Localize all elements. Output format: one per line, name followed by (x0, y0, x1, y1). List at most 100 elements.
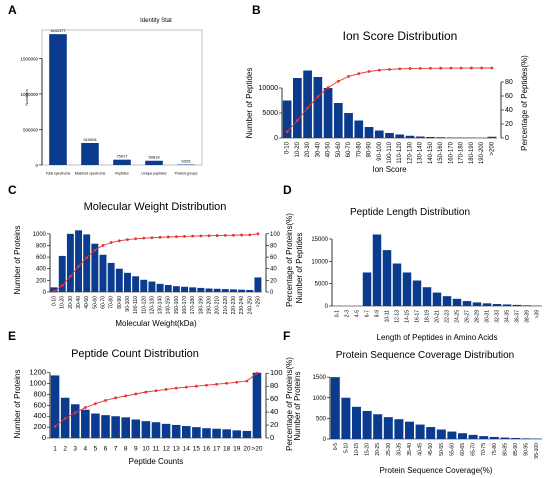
panel-e-cumulative-point (225, 381, 229, 385)
panel-f-bar (500, 437, 510, 439)
panel-c-bar (189, 287, 197, 292)
panel-e-cumulative-point (205, 383, 208, 387)
panel-d-ytick-label: 5000 (315, 282, 329, 288)
panel-d-bar (502, 304, 512, 306)
panel-d-bar (522, 305, 532, 306)
panel-b-y2tick-label: 40 (505, 107, 513, 114)
panel-c-bar (50, 287, 58, 292)
panel-d-bar (472, 302, 482, 306)
panel-f-xtick-label: 5-10 (343, 443, 349, 453)
panel-b-bar (333, 103, 343, 138)
panel-b-xtick-label: 100-110 (387, 141, 393, 163)
panel-f-xtick-label: 50-55 (439, 443, 445, 456)
panel-c-ytick-label: 400 (36, 267, 47, 273)
panel-f-xtick-label: 30-35 (396, 443, 402, 456)
panel-e-ylabel2: Percentage of Proteins(%) (285, 357, 294, 451)
panel-d-xtick-label: 26-27 (465, 310, 471, 323)
panel-a-xtick-label: Matched spectrums (75, 172, 106, 176)
panel-f-xtick-label: 85-90 (513, 443, 519, 456)
panel-c-xtick-label: 60-70 (101, 296, 107, 309)
panel-c-cumulative-point (142, 236, 146, 240)
panel-b-cumulative-point (480, 66, 484, 70)
panel-c-xtick-label: 0-10 (52, 296, 58, 306)
panel-d-xtick-label: 14-15 (405, 310, 411, 323)
panel-e-cumulative-point (63, 417, 67, 420)
panel-e-xtick-label: 6 (104, 446, 108, 453)
panel-b-cumulative-point (347, 75, 350, 78)
panel-e-ytick-label: 0 (42, 433, 46, 442)
panel-c-cumulative-point (52, 290, 56, 293)
panel-e-bar (222, 429, 231, 438)
panel-c-ytick-label: 0 (43, 290, 47, 296)
panel-c-xtick-label: 120-130 (149, 296, 155, 315)
panel-d-bar (402, 272, 412, 306)
panel-b-ylabel: Number of Peptides (245, 68, 254, 139)
panel-d-xtick-label: 24-25 (455, 310, 461, 323)
panel-e-ytick-label: 400 (33, 411, 46, 420)
panel-f-bar (373, 414, 383, 439)
panel-c-bar (164, 285, 172, 292)
panel-f-ytick-label: 1500 (313, 375, 327, 381)
panel-c-cumulative-point (207, 234, 211, 238)
panel-d-letter: D (283, 183, 292, 197)
panel-b-bar (364, 127, 374, 138)
panel-c-bar (156, 283, 164, 292)
panel-e-cumulative-point (104, 399, 107, 402)
panel-b-cumulative-point (306, 106, 309, 110)
panel-f-xtick-label: 55-60 (449, 443, 455, 456)
panel-f-letter: F (283, 329, 290, 343)
panel-b-letter: B (252, 3, 261, 17)
panel-c-xtick-label: 190-200 (207, 296, 213, 315)
panel-c-xtick-label: 140-150 (166, 296, 172, 315)
panel-e-xtick-label: 20 (243, 446, 251, 453)
panel-d-xtick-label: 0-1 (335, 310, 341, 317)
panel-c-cumulative-point (174, 235, 178, 239)
panel-e-ylabel: Number of Proteins (13, 370, 22, 439)
panel-c-bar (99, 254, 107, 292)
panel-f-xlabel: Protein Sequence Coverage(%) (380, 466, 493, 475)
panel-b-cumulative-point (490, 66, 494, 70)
panel-c-cumulative-point (60, 284, 64, 287)
panel-a-ytick-label: 0 (35, 163, 38, 168)
panel-c-cumulative-point (150, 236, 154, 240)
panel-c-bar (66, 233, 74, 292)
panel-e-cumulative-point (215, 382, 218, 386)
panel-d-bar (482, 303, 492, 306)
panel-e-cumulative-point (53, 424, 57, 428)
panel-c-ylabel: Number of Proteins (13, 226, 22, 295)
panel-b-xtick-label: 40-50 (326, 141, 332, 157)
panel-b-xtick-label: 0-10 (285, 141, 291, 154)
panel-b-cumulative-point (449, 66, 453, 70)
panel-b-cumulative-point (336, 79, 340, 83)
panel-f-bar (394, 419, 404, 439)
panel-b-bar (354, 120, 364, 138)
panel-e-cumulative-point (73, 411, 77, 415)
panel-b-xtick-label: 130-140 (418, 141, 424, 164)
panel-c-xtick-label: 130-140 (158, 296, 164, 315)
panel-b-xtick-label: 70-80 (356, 141, 362, 157)
panel-c-ytick-label: 800 (36, 243, 47, 249)
panel-f-bar (510, 437, 521, 439)
panel-b-xtick-label: 170-180 (459, 141, 465, 164)
panel-d-bar (382, 250, 392, 306)
panel-f-bar (351, 406, 362, 439)
panel-c-cumulative-point (183, 234, 186, 238)
panel-e-y2tick-label: 40 (270, 407, 278, 416)
panel-a-xtick-label: Protein groups (175, 172, 198, 176)
panel-f-ytick-label: 1000 (313, 396, 327, 402)
panel-b-cumulative-point (388, 68, 391, 71)
panel-c-cumulative-point (85, 256, 89, 260)
panel-c-cumulative-point (256, 232, 260, 236)
panel-f-bar (489, 436, 499, 439)
panel-d-xtick-label: 38-39 (525, 310, 531, 323)
panel-c-xtick-label: 70-80 (109, 296, 115, 309)
panel-c-bar (181, 286, 189, 292)
panel-c-y2tick-label: 60 (270, 255, 277, 261)
panel-b-y2tick-label: 20 (505, 121, 513, 128)
panel-e-ytick-label: 600 (33, 400, 46, 409)
panel-b-cumulative-point (429, 66, 432, 70)
panel-e-xtick-label: 9 (134, 446, 138, 453)
panel-b-cumulative-point (357, 72, 361, 75)
panel-c-xtick-label: 170-180 (190, 296, 196, 315)
panel-c-bar (238, 289, 246, 292)
